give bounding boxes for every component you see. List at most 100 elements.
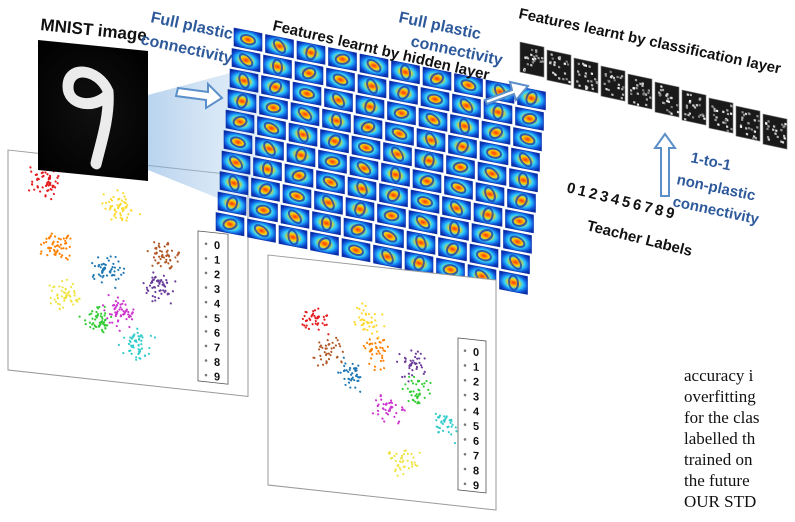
scatter-point [170,249,174,252]
legend-marker [463,438,467,441]
scatter-point [122,310,125,313]
scatter-point [412,359,415,362]
scatter-point [409,363,412,366]
scatter-point [325,347,328,350]
scatter-point [165,281,169,284]
scatter-point [154,290,157,294]
hidden-feature-tile [320,129,349,154]
scatter-point [348,378,351,381]
scatter-point [116,310,119,313]
hidden-feature-tile [383,142,412,167]
scatter-point [65,294,68,297]
scatter-point [407,467,410,470]
scatter-point [363,319,366,322]
scatter-point [398,466,401,469]
scatter-point [47,180,50,183]
scatter-point [47,247,50,250]
arrow-to-classification-icon [483,80,530,106]
hidden-feature-tile [477,161,507,186]
scatter-point [412,390,415,393]
scatter-point [30,170,33,173]
scatter-point [96,307,100,310]
scatter-point [455,430,458,433]
scatter-point [120,273,123,276]
scatter-point [138,337,141,341]
scatter-point [364,313,368,316]
scatter-point [60,255,63,259]
scatter-point [103,305,106,309]
scatter-point [321,322,324,325]
scatter-point [145,286,148,289]
scatter-point [407,380,410,383]
scatter-point [49,234,52,237]
scatter-point [177,252,180,255]
scatter-point [381,313,384,316]
scatter-point [345,369,348,372]
scatter-point [45,183,49,186]
scatter-point [56,240,59,244]
scatter-point [97,265,100,268]
scatter-point [317,328,320,331]
scatter-point [50,198,53,201]
scatter-point [108,321,111,324]
scatter-point [342,356,345,359]
scatter-point [104,201,108,204]
hidden-feature-tile [247,218,276,243]
hidden-feature-tile [290,102,320,127]
hidden-feature-tile [215,212,245,237]
scatter-point [414,352,417,355]
hidden-feature-tile [377,203,406,228]
legend-label: 9 [473,480,479,493]
classification-feature-tile [762,113,788,150]
scatter-point [122,192,125,195]
scatter-point [61,306,65,309]
scatter-point [413,461,416,464]
scatter-point [408,375,411,378]
mnist-title: MNIST image [40,15,148,45]
scatter-point [102,321,106,324]
scatter-point [354,386,357,389]
scatter-point [165,254,168,258]
scatter-point [360,324,363,327]
scatter-point [443,420,446,423]
scatter-point [121,302,124,305]
scatter-point [127,310,130,314]
hidden-feature-tile [355,94,385,119]
scatter-point [371,332,374,335]
scatter-point [73,294,76,297]
scatter-point [330,347,333,350]
scatter-point [370,320,374,324]
scatter-point [325,360,328,363]
scatter-point [155,251,158,254]
scatter-point [418,392,421,395]
scatter-point [336,339,339,342]
scatter-point [52,240,55,243]
scatter-point [429,381,432,384]
scatter-point [340,360,343,363]
scatter-point [416,464,419,468]
classification-feature-tile [681,89,707,126]
scatter-point [151,300,154,303]
hidden-feature-tile [448,134,477,159]
scatter-point [120,199,124,202]
scatter-point [453,441,457,445]
scatter-point [402,472,405,476]
scatter-point [60,289,63,292]
scatter-point [113,270,116,273]
legend-label: 8 [473,465,479,478]
hidden-feature-tile [507,188,536,213]
scatter-point [366,329,369,332]
scatter-point [427,388,430,391]
scatter-point [95,316,98,319]
scatter-point [100,328,104,331]
scatter-point [104,207,107,210]
scatter-point [169,302,172,305]
scatter-point [102,331,105,334]
scatter-point [110,313,113,316]
scatter-point [65,256,68,260]
legend-marker [204,300,208,304]
scatter-point [101,202,104,205]
hidden-feature-tile [314,190,343,215]
scatter-point [126,216,129,219]
scatter-point [408,390,411,394]
